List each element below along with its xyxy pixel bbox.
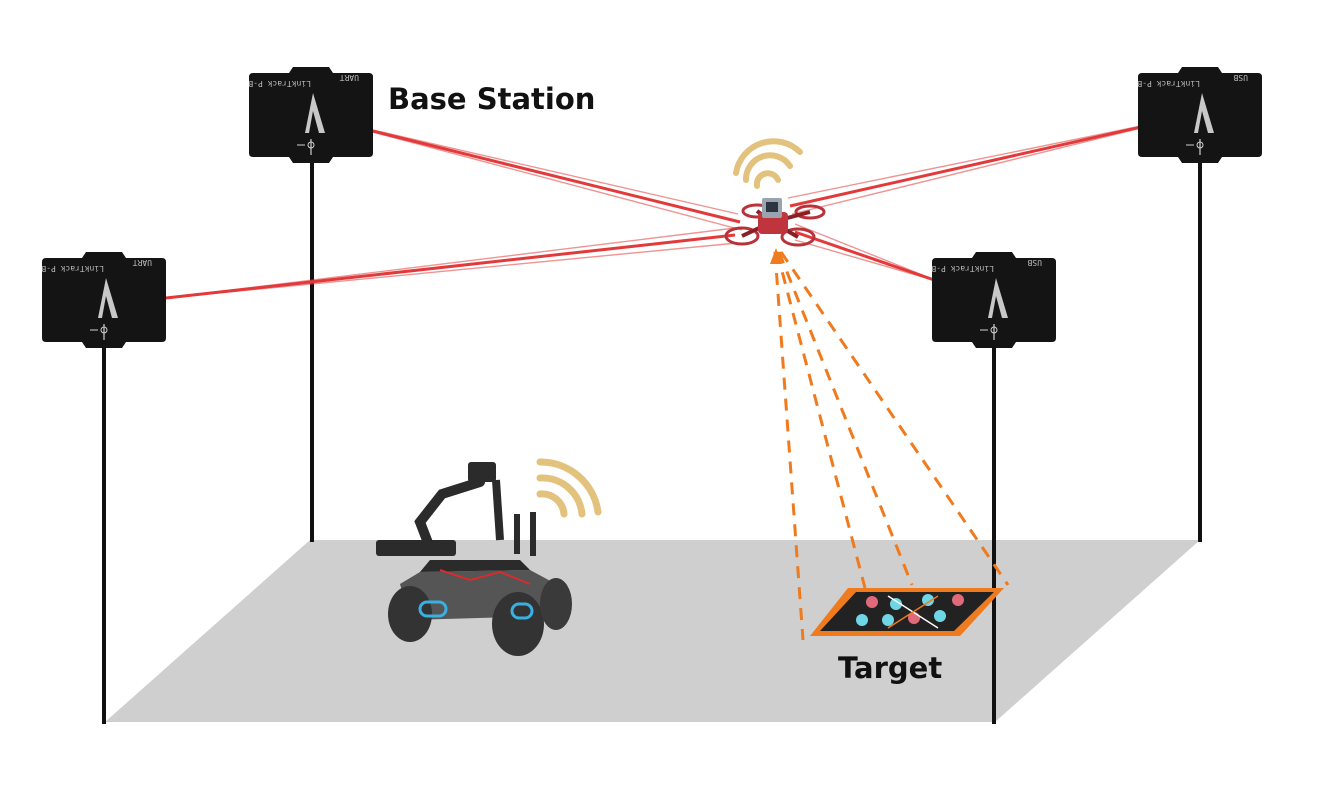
target-label: Target: [838, 651, 942, 685]
base-station-front-left: LinkTrack P-B UART: [41, 251, 167, 349]
wifi-signal-icon: [536, 458, 602, 518]
base-station-back-right: LinkTrack P-B USB: [1137, 66, 1263, 164]
station-model-text: LinkTrack P-B: [1137, 79, 1200, 88]
ground-robot: [376, 462, 572, 656]
base-station-label: Base Station: [388, 82, 595, 116]
drone: [724, 198, 826, 247]
ranging-beams: [165, 114, 1191, 300]
station-model-text: LinkTrack P-B: [248, 79, 311, 88]
wifi-signal-icon: [733, 138, 803, 189]
station-port-text: USB: [1233, 73, 1248, 82]
floor-plane: [105, 540, 1200, 722]
base-station-front-right: LinkTrack P-B USB: [931, 251, 1057, 349]
base-station-back-left: LinkTrack P-B UART: [248, 66, 374, 164]
station-model-text: LinkTrack P-B: [41, 264, 104, 273]
station-port-text: UART: [340, 73, 359, 82]
target-mat: [810, 588, 1004, 636]
station-port-text: UART: [133, 258, 152, 267]
station-port-text: USB: [1027, 258, 1042, 267]
station-model-text: LinkTrack P-B: [931, 264, 994, 273]
camera-view-beams: [773, 251, 1010, 641]
beam-arrow: [770, 248, 782, 264]
